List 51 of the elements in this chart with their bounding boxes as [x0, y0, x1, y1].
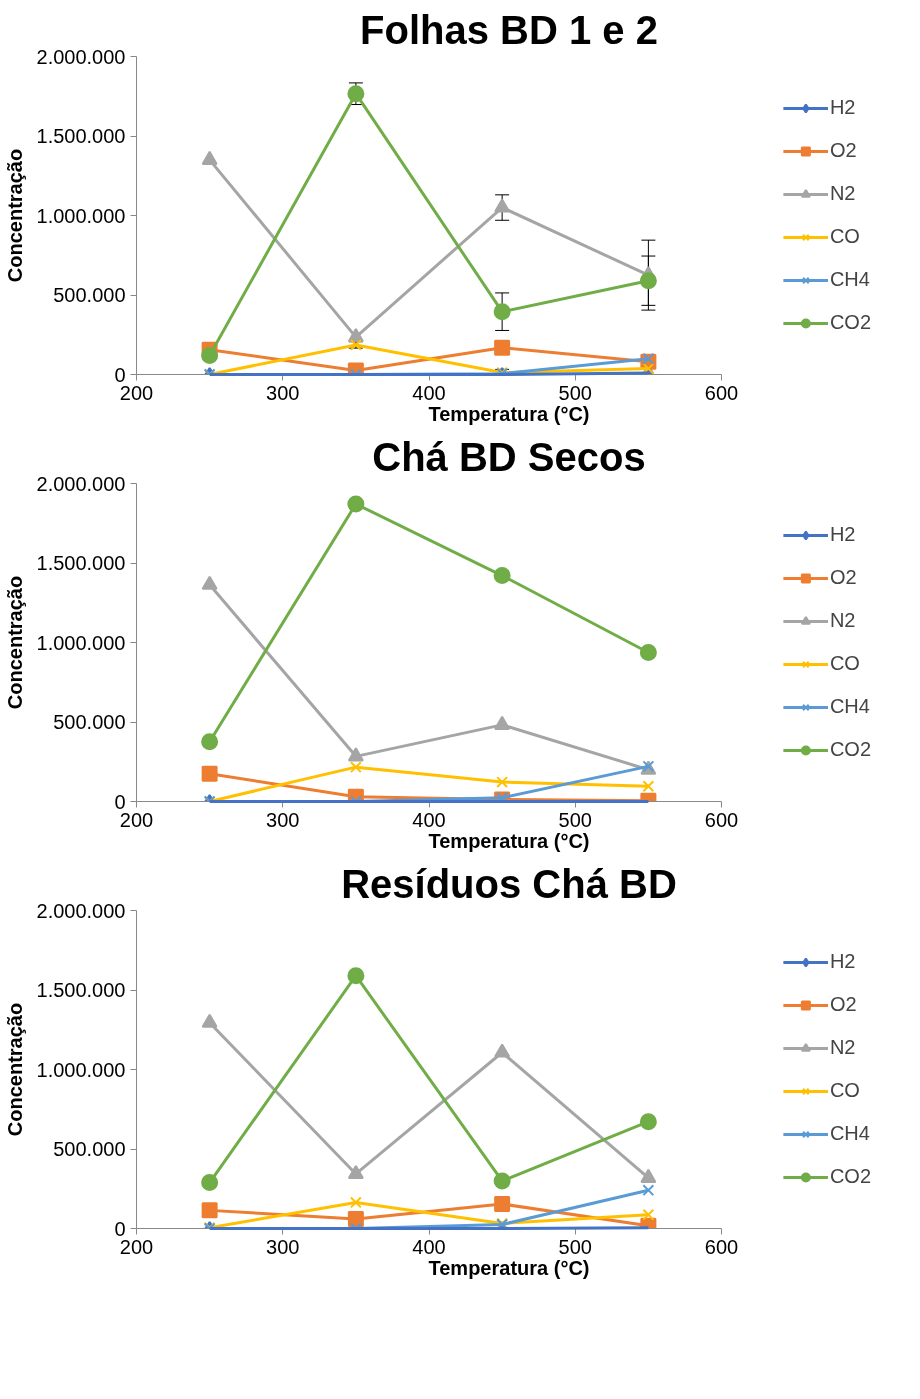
y-axis-title: Concentração [3, 575, 26, 710]
legend-label: O2 [829, 139, 857, 162]
legend-label: N2 [829, 1036, 856, 1059]
legend-label: O2 [829, 566, 857, 589]
x-tick-label: 500 [558, 808, 592, 831]
x-tick-label: 300 [266, 808, 300, 831]
legend-label: CH4 [829, 1122, 870, 1145]
y-tick-label: 1.000.000 [36, 631, 126, 654]
x-tick-label: 500 [558, 1235, 592, 1258]
y-tick-label: 1.500.000 [36, 552, 126, 574]
y-tick-label: 500.000 [53, 711, 126, 733]
x-tick-label: 400 [412, 1235, 446, 1258]
legend-label: CH4 [829, 695, 870, 718]
y-tick-label: 1.500.000 [36, 979, 126, 1001]
x-axis-title: Temperatura (°C) [428, 402, 590, 425]
y-axis-title: Concentração [3, 1002, 26, 1137]
legend-label: N2 [829, 182, 856, 205]
legend-label: H2 [829, 96, 856, 119]
legend-label: CO [829, 1079, 860, 1102]
legend-label: CO2 [829, 738, 871, 761]
y-tick-label: 1.000.000 [36, 1058, 126, 1081]
x-tick-label: 600 [704, 1235, 739, 1258]
x-tick-label: 400 [412, 381, 446, 404]
legend-label: CO [829, 225, 860, 248]
x-tick-label: 600 [704, 381, 739, 404]
legend-label: H2 [829, 950, 856, 973]
legend-label: CH4 [829, 268, 870, 291]
legend-label: H2 [829, 523, 856, 546]
x-axis-title: Temperatura (°C) [428, 1256, 590, 1279]
x-tick-label: 500 [558, 381, 592, 404]
x-tick-label: 300 [266, 381, 300, 404]
y-tick-label: 1.000.000 [36, 204, 126, 227]
legend-label: CO2 [829, 311, 871, 334]
y-tick-label: 2.000.000 [36, 899, 126, 922]
x-tick-label: 300 [266, 1235, 300, 1258]
legend-label: CO2 [829, 1165, 871, 1188]
x-tick-label: 600 [704, 808, 739, 831]
chart-title: Chá BD Secos [372, 434, 646, 479]
y-tick-label: 1.500.000 [36, 125, 126, 147]
y-tick-label: 2.000.000 [36, 472, 126, 495]
chart-title: Folhas BD 1 e 2 [360, 7, 658, 52]
legend-label: CO [829, 652, 860, 675]
x-axis-title: Temperatura (°C) [428, 829, 590, 852]
legend-label: O2 [829, 993, 857, 1016]
y-tick-label: 2.000.000 [36, 45, 126, 68]
y-tick-label: 500.000 [53, 1138, 126, 1160]
legend-label: N2 [829, 609, 856, 632]
chart-title: Resíduos Chá BD [341, 861, 677, 906]
y-tick-label: 500.000 [53, 284, 126, 306]
y-axis-title: Concentração [3, 148, 26, 283]
x-tick-label: 400 [412, 808, 446, 831]
